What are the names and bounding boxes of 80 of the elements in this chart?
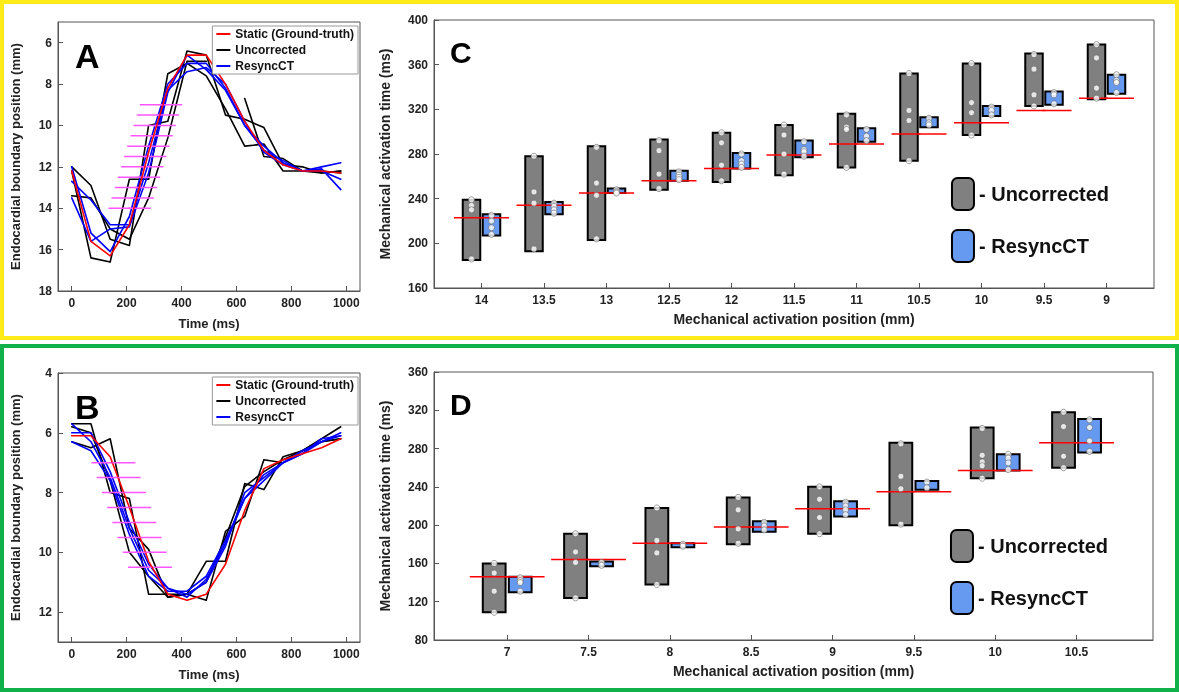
y-tick-label: 200 <box>407 236 429 251</box>
chart-title: A <box>75 37 100 75</box>
y-tick-label: 200 <box>407 518 429 533</box>
x-tick-label: 8 <box>666 645 674 659</box>
x-tick-label: 8.5 <box>742 645 760 659</box>
y-tick-label: 160 <box>407 556 429 571</box>
x-tick-label: 10 <box>988 645 1003 659</box>
x-tick-label: 400 <box>171 647 192 661</box>
y-axis-title: Mechanical activation time (ms) <box>377 48 393 260</box>
chart-title: B <box>75 388 100 426</box>
x-tick-label: 800 <box>281 296 302 310</box>
y-tick-label: 160 <box>407 281 429 295</box>
y-tick-label: 240 <box>407 191 429 206</box>
x-tick-label: 9.5 <box>905 645 923 659</box>
x-tick-label: 600 <box>226 296 247 310</box>
y-tick-label: 10 <box>38 545 53 560</box>
x-tick-label: 9.5 <box>1035 293 1053 307</box>
x-axis-title: Time (ms) <box>178 316 240 331</box>
y-tick-label: 8 <box>45 77 53 92</box>
x-tick-label: 7.5 <box>580 645 598 659</box>
y-tick-label: 10 <box>38 118 53 133</box>
y-tick-label: 18 <box>38 284 53 298</box>
x-tick-label: 10.5 <box>1064 645 1089 659</box>
y-tick-label: 4 <box>45 366 53 380</box>
x-tick-label: 800 <box>281 647 302 661</box>
y-tick-label: 14 <box>38 201 53 216</box>
y-tick-label: 6 <box>45 35 53 50</box>
y-tick-label: 120 <box>407 594 429 609</box>
legend-label: Uncorrected <box>235 394 307 408</box>
x-tick-label: 200 <box>116 296 137 310</box>
legend-label: - Uncorrected <box>978 183 1109 205</box>
y-tick-label: 8 <box>45 485 53 500</box>
x-tick-label: 11 <box>850 293 864 307</box>
y-tick-label: 240 <box>407 479 429 494</box>
x-tick-label: 10 <box>974 293 989 307</box>
x-axis-title: Mechanical activation position (mm) <box>672 663 915 679</box>
y-tick-label: 280 <box>407 147 429 161</box>
legend-label: - Uncorrected <box>977 535 1108 557</box>
legend-label: Uncorrected <box>235 43 307 57</box>
legend-label: ResyncCT <box>235 59 295 73</box>
y-tick-label: 12 <box>38 159 53 174</box>
y-tick-label: 12 <box>38 605 53 620</box>
x-tick-label: 11.5 <box>782 293 806 307</box>
x-tick-label: 9 <box>1103 293 1111 307</box>
x-tick-label: 7 <box>503 645 511 659</box>
x-tick-label: 9 <box>829 645 837 659</box>
y-tick-label: 360 <box>407 365 429 379</box>
legend-label: Static (Ground-truth) <box>235 378 355 392</box>
y-tick-label: 16 <box>38 242 53 257</box>
y-tick-label: 320 <box>407 403 429 418</box>
x-tick-label: 1000 <box>332 647 360 661</box>
y-tick-label: 80 <box>414 633 429 647</box>
x-tick-label: 200 <box>116 647 137 661</box>
y-tick-label: 400 <box>407 13 429 27</box>
y-tick-label: 6 <box>45 425 53 440</box>
text: D <box>450 387 472 421</box>
y-tick-label: 320 <box>407 102 429 117</box>
x-tick-label: 14 <box>474 293 489 307</box>
x-tick-label: 13 <box>599 293 614 307</box>
legend-label: - ResyncCT <box>978 235 1089 257</box>
y-axis-title: Endocardial boundary position (mm) <box>8 394 23 621</box>
x-tick-label: 12 <box>724 293 739 307</box>
legend-label: Static (Ground-truth) <box>235 27 355 41</box>
x-tick-label: 600 <box>226 647 247 661</box>
y-axis-title: Endocardial boundary position (mm) <box>8 43 23 270</box>
x-tick-label: 0 <box>68 647 76 661</box>
legend-label: ResyncCT <box>235 410 295 424</box>
y-tick-label: 360 <box>407 57 429 72</box>
x-tick-label: 0 <box>68 296 76 310</box>
legend-label: - ResyncCT <box>977 587 1088 609</box>
x-tick-label: 400 <box>171 296 192 310</box>
y-tick-label: 280 <box>407 441 429 456</box>
x-axis-title: Mechanical activation position (mm) <box>673 311 915 327</box>
y-axis-title: Mechanical activation time (ms) <box>377 400 393 612</box>
x-tick-label: 10.5 <box>907 293 931 307</box>
text: C <box>450 35 472 69</box>
x-tick-label: 13.5 <box>532 293 556 307</box>
x-axis-title: Time (ms) <box>178 667 240 682</box>
x-tick-label: 1000 <box>332 296 360 310</box>
x-tick-label: 12.5 <box>657 293 681 307</box>
